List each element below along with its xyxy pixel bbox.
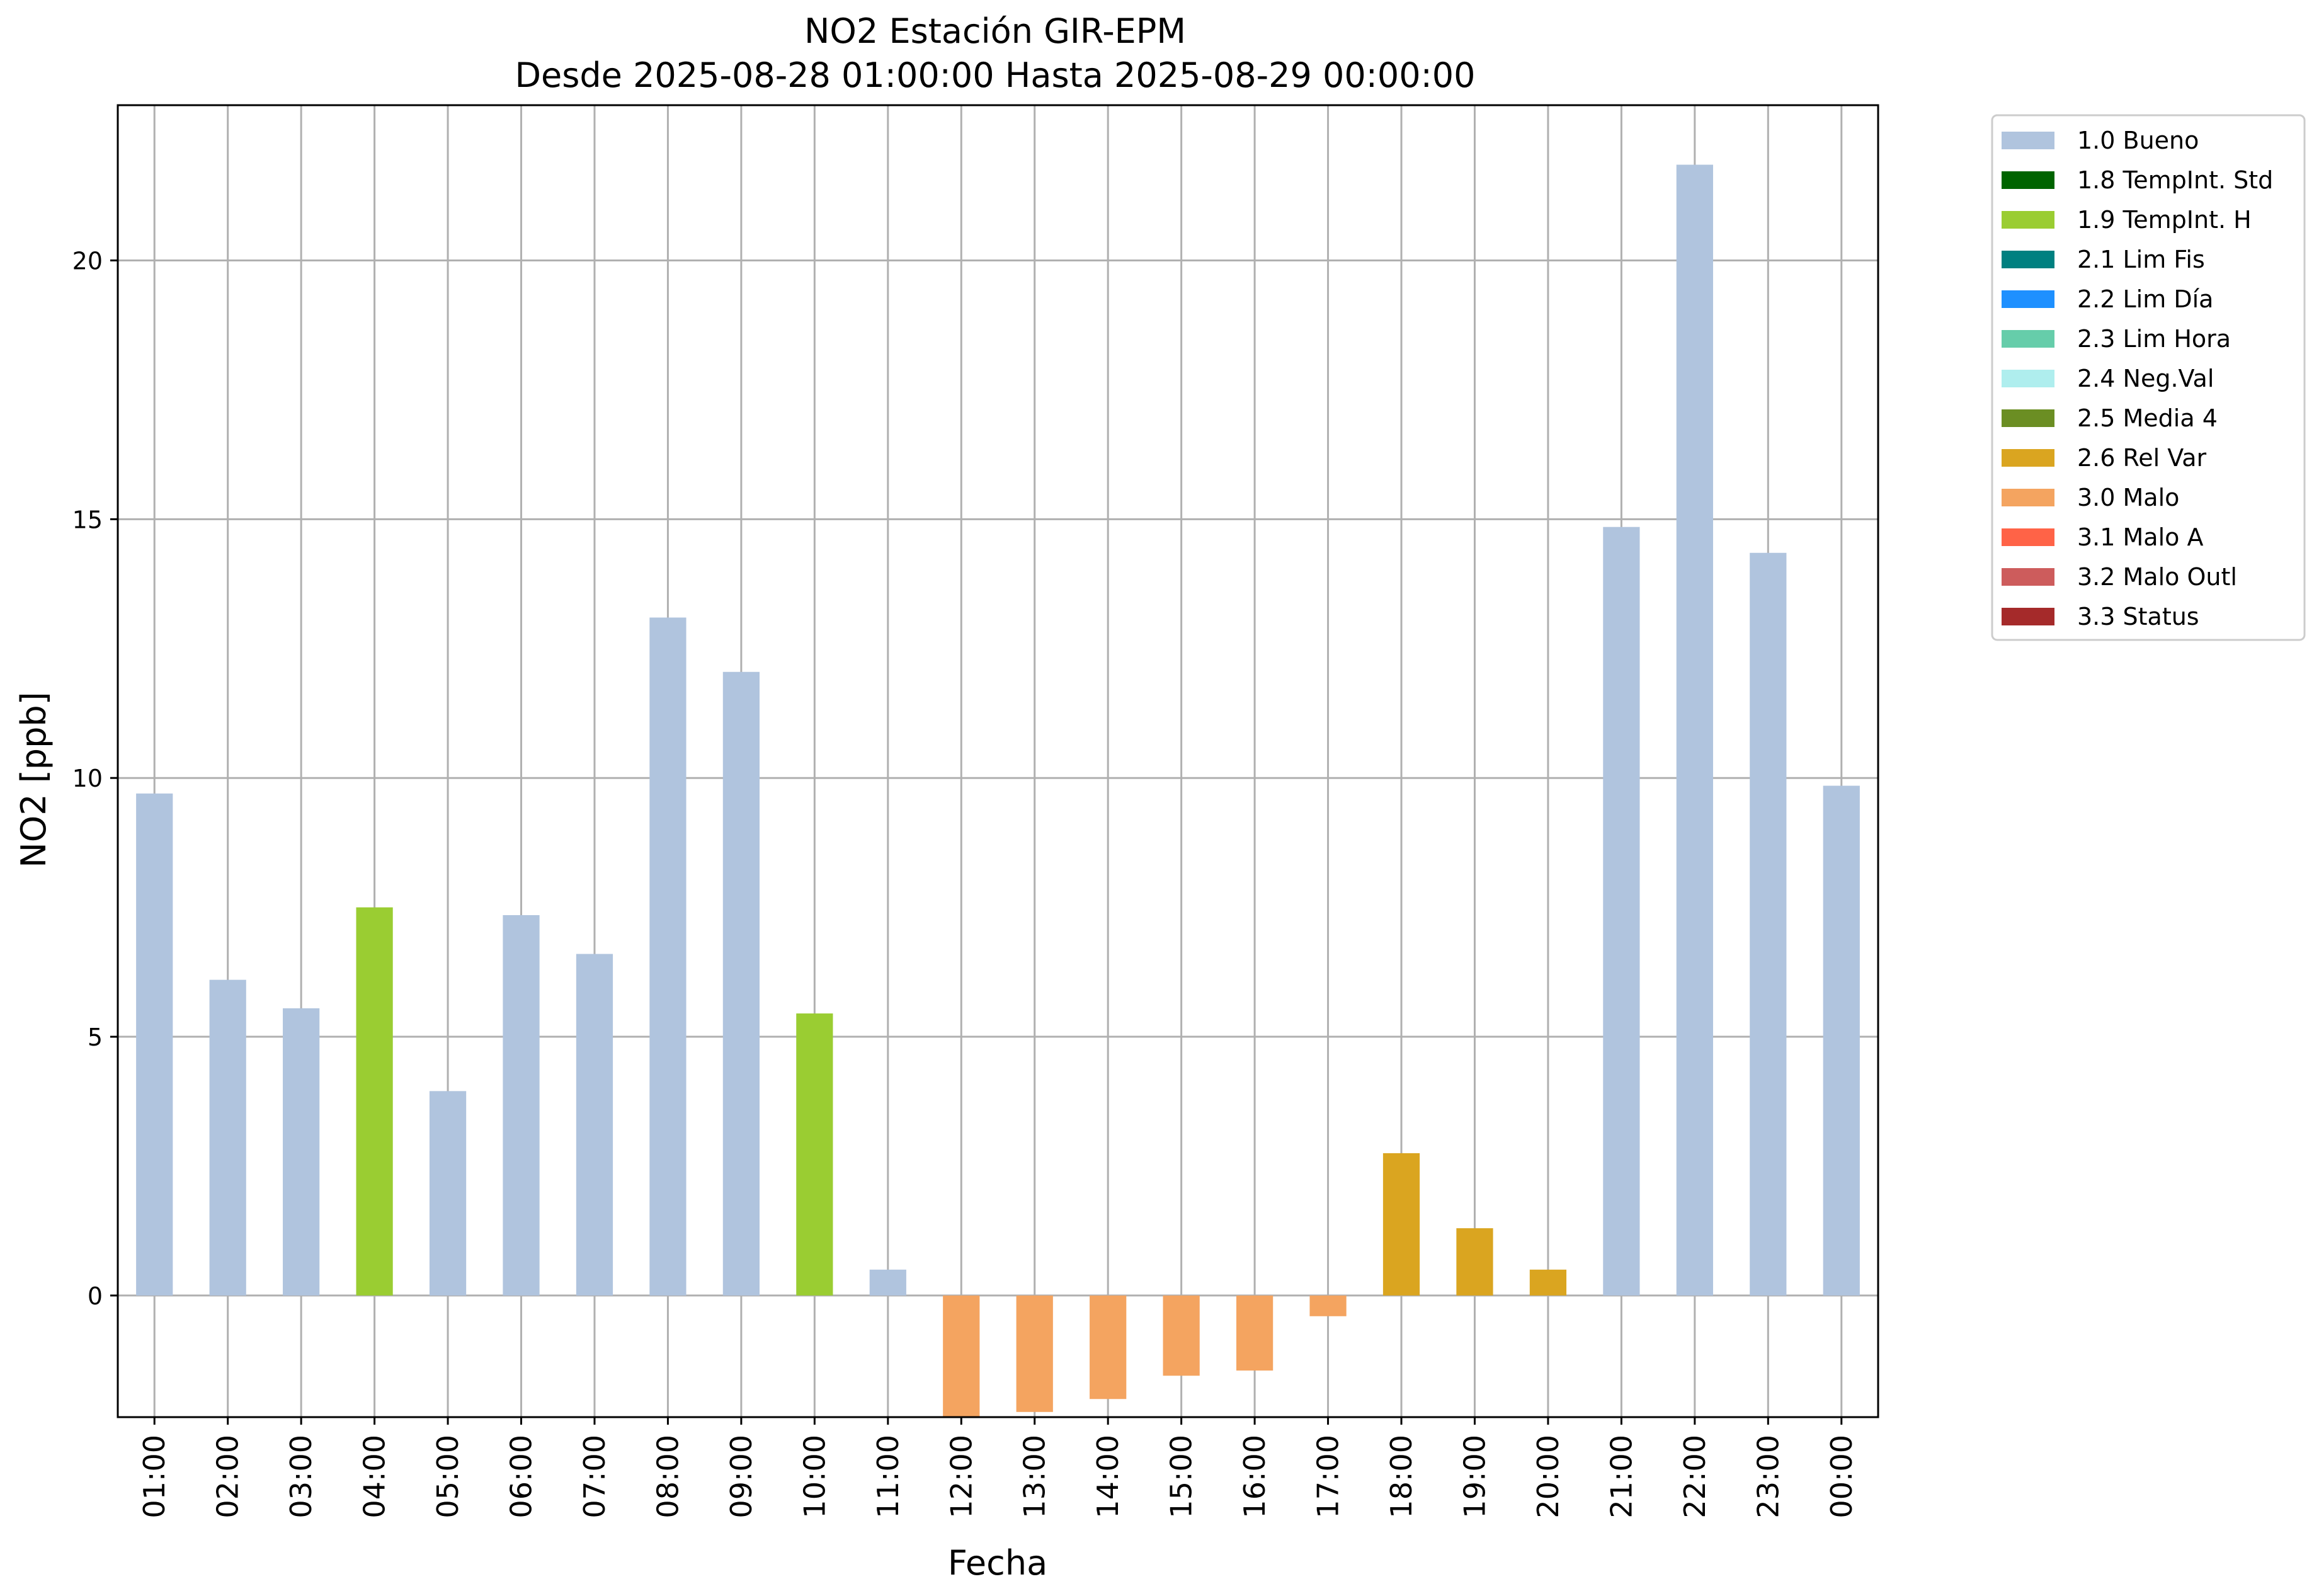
x-tick-label: 07:00 <box>578 1435 612 1519</box>
legend-label: 2.1 Lim Fis <box>2077 246 2205 273</box>
x-tick-label: 23:00 <box>1751 1435 1785 1519</box>
y-tick-label: 15 <box>72 506 103 533</box>
chart-title: NO2 Estación GIR-EPM <box>804 11 1186 51</box>
x-tick-label: 01:00 <box>137 1435 171 1519</box>
x-tick-label: 21:00 <box>1604 1435 1638 1519</box>
legend-label: 2.6 Rel Var <box>2077 444 2207 472</box>
y-tick-label: 20 <box>72 248 103 275</box>
legend-label: 2.4 Neg.Val <box>2077 365 2214 392</box>
x-tick-label: 06:00 <box>504 1435 538 1519</box>
x-tick-label: 12:00 <box>944 1435 978 1519</box>
legend-swatch <box>2002 251 2054 268</box>
y-tick-label: 5 <box>88 1023 103 1051</box>
x-tick-label: 03:00 <box>284 1435 318 1519</box>
chart-subtitle: Desde 2025-08-28 01:00:00 Hasta 2025-08-… <box>515 55 1475 95</box>
y-tick-label: 10 <box>72 765 103 792</box>
x-tick-label: 02:00 <box>211 1435 245 1519</box>
x-tick-label: 22:00 <box>1678 1435 1712 1519</box>
legend-swatch <box>2002 449 2054 467</box>
x-tick-label: 18:00 <box>1384 1435 1418 1519</box>
legend-swatch <box>2002 330 2054 348</box>
legend-swatch <box>2002 608 2054 625</box>
legend-swatch <box>2002 489 2054 506</box>
bar-19:00 <box>1456 1228 1493 1296</box>
bar-20:00 <box>1529 1269 1567 1296</box>
x-tick-label: 00:00 <box>1825 1435 1859 1519</box>
bar-08:00 <box>649 617 687 1296</box>
bar-13:00 <box>1016 1295 1053 1412</box>
legend-swatch <box>2002 171 2054 189</box>
legend: 1.0 Bueno 1.8 TempInt. Std 1.9 TempInt. H 2… <box>1991 114 2306 641</box>
x-tick-label: 16:00 <box>1238 1435 1272 1519</box>
legend-label: 2.2 Lim Día <box>2077 285 2213 313</box>
bar-11:00 <box>869 1269 906 1296</box>
bar-05:00 <box>429 1091 467 1296</box>
x-tick-label: 10:00 <box>797 1435 831 1519</box>
plot-frame <box>117 104 1879 1418</box>
x-tick-label: 15:00 <box>1165 1435 1199 1519</box>
x-axis: 01:00 02:00 03:00 04:00 05:00 06:00 07:00 08:00… <box>137 1417 1859 1519</box>
bar-01:00 <box>136 793 173 1296</box>
bar-18:00 <box>1382 1153 1420 1296</box>
x-tick-label: 04:00 <box>358 1435 392 1519</box>
legend-label: 2.3 Lim Hora <box>2077 325 2231 353</box>
x-tick-label: 05:00 <box>431 1435 465 1519</box>
bar-17:00 <box>1309 1295 1347 1316</box>
legend-frame <box>1991 114 2306 641</box>
bar-00:00 <box>1823 785 1860 1296</box>
bar-03:00 <box>283 1008 320 1296</box>
legend-label: 3.0 Malo <box>2077 484 2179 511</box>
legend-label: 3.3 Status <box>2077 603 2199 630</box>
legend-label: 3.2 Malo Outl <box>2077 563 2237 591</box>
bar-22:00 <box>1676 164 1713 1296</box>
legend-swatch <box>2002 568 2054 586</box>
bar-15:00 <box>1163 1295 1200 1376</box>
x-tick-label: 11:00 <box>871 1435 905 1519</box>
y-tick-label: 0 <box>88 1282 103 1310</box>
x-tick-label: 13:00 <box>1018 1435 1052 1519</box>
legend-label: 3.1 Malo A <box>2077 523 2203 551</box>
x-axis-label: Fecha <box>948 1543 1047 1583</box>
bar-04:00 <box>356 907 393 1296</box>
legend-swatch <box>2002 370 2054 387</box>
x-tick-label: 08:00 <box>651 1435 685 1519</box>
bar-10:00 <box>796 1013 833 1296</box>
x-tick-label: 09:00 <box>724 1435 758 1519</box>
x-tick-label: 14:00 <box>1091 1435 1125 1519</box>
x-tick-label: 17:00 <box>1311 1435 1345 1519</box>
legend-swatch <box>2002 528 2054 546</box>
bar-14:00 <box>1090 1295 1127 1399</box>
legend-label: 2.5 Media 4 <box>2077 404 2218 432</box>
x-tick-label: 19:00 <box>1457 1435 1491 1519</box>
bar-09:00 <box>722 671 760 1296</box>
bar-12:00 <box>943 1295 980 1417</box>
bar-02:00 <box>209 979 246 1296</box>
bar-16:00 <box>1236 1295 1273 1371</box>
bar-21:00 <box>1603 527 1640 1296</box>
legend-label: 1.0 Bueno <box>2077 127 2199 154</box>
legend-swatch <box>2002 409 2054 427</box>
y-axis-label: NO2 [ppb] <box>14 692 54 867</box>
bars <box>136 164 1860 1417</box>
bar-07:00 <box>576 954 613 1296</box>
legend-swatch <box>2002 211 2054 229</box>
legend-label: 1.8 TempInt. Std <box>2077 166 2273 194</box>
bar-23:00 <box>1750 552 1787 1296</box>
bar-06:00 <box>503 915 540 1296</box>
legend-swatch <box>2002 132 2054 149</box>
y-axis: 0 5 10 15 20 <box>72 248 118 1310</box>
legend-label: 1.9 TempInt. H <box>2077 206 2252 234</box>
x-tick-label: 20:00 <box>1531 1435 1565 1519</box>
legend-swatch <box>2002 290 2054 308</box>
